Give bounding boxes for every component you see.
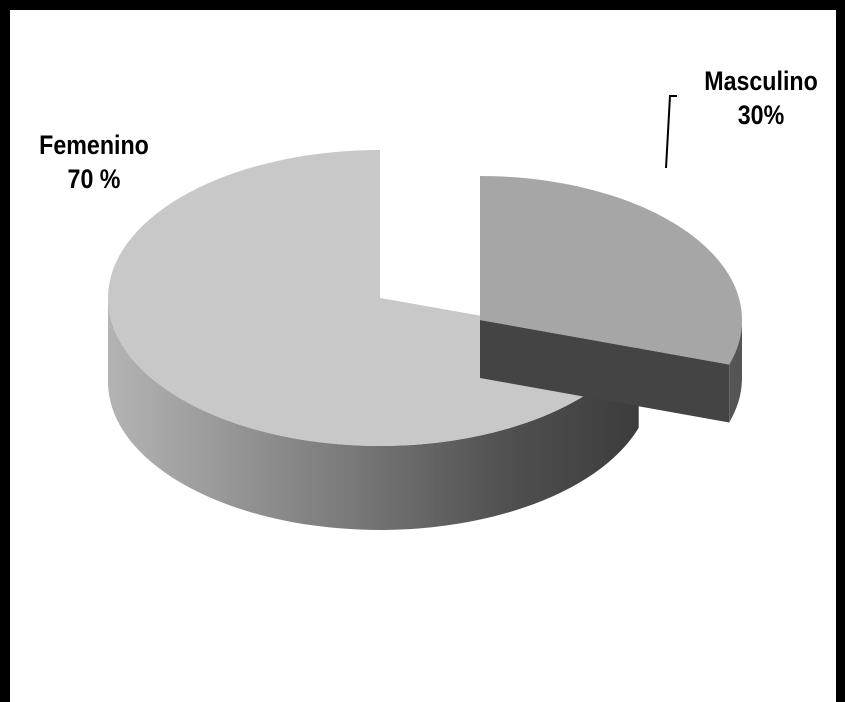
masculino-leader-line	[665, 95, 677, 169]
frame-border-right	[836, 0, 845, 702]
label-masculino-value: 30%	[737, 100, 785, 130]
frame-border-left	[0, 0, 10, 702]
slice-femenino-side	[108, 298, 639, 530]
label-masculino: Masculino 30%	[688, 64, 834, 132]
frame-border-top	[0, 0, 845, 10]
pie-slices	[107, 150, 743, 530]
label-femenino: Femenino 70 %	[25, 128, 163, 196]
label-masculino-name: Masculino	[704, 66, 818, 96]
slice-masculino-side	[729, 320, 742, 423]
label-femenino-name: Femenino	[39, 130, 149, 160]
slice-masculino-cut	[480, 320, 730, 423]
slice-masculino-top	[480, 176, 743, 365]
label-femenino-value: 70 %	[67, 164, 121, 194]
